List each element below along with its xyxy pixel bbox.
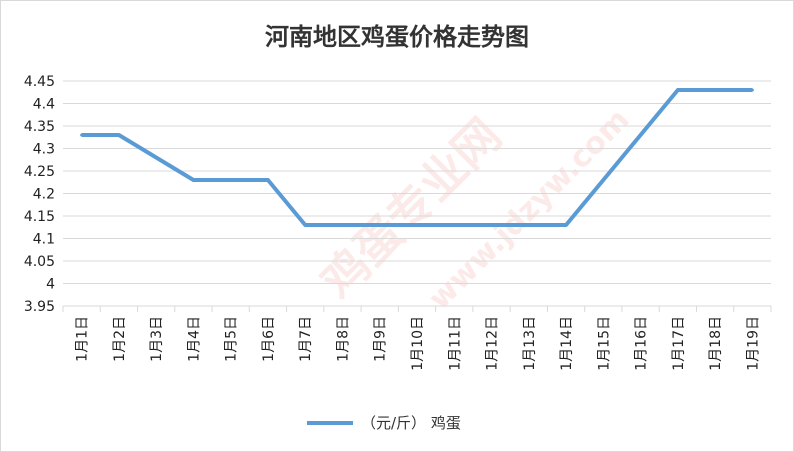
data-point xyxy=(527,223,531,227)
data-point xyxy=(340,223,344,227)
data-point xyxy=(601,178,605,182)
x-tick-label: 1月19日 xyxy=(745,316,761,371)
y-tick-label: 4.1 xyxy=(33,232,55,248)
x-tick-label: 1月17日 xyxy=(671,316,687,371)
data-point xyxy=(713,88,717,92)
x-tick-label: 1月16日 xyxy=(634,316,650,371)
x-tick-label: 1月11日 xyxy=(447,316,463,371)
data-point xyxy=(378,223,382,227)
y-tick-label: 4.2 xyxy=(33,187,55,203)
y-axis: 3.95 4 4.05 4.1 4.15 4.2 4.25 4.3 4.35 4.4 4.45 xyxy=(24,74,55,315)
data-point xyxy=(750,88,754,92)
x-tick-label: 1月15日 xyxy=(596,316,612,371)
watermark: 鸡蛋专业网 www.jdzyw.com xyxy=(311,102,637,316)
y-tick-label: 4.25 xyxy=(24,164,55,180)
data-point xyxy=(80,133,84,137)
x-tick-label: 1月14日 xyxy=(559,316,575,371)
data-point xyxy=(154,156,158,159)
y-tick-label: 4.15 xyxy=(24,209,55,225)
gridlines xyxy=(63,80,771,307)
data-point xyxy=(639,133,643,137)
x-tick-label: 1月12日 xyxy=(485,316,501,371)
y-tick-label: 4.3 xyxy=(33,142,55,158)
x-tick-label: 1月6日 xyxy=(261,316,277,362)
data-point xyxy=(415,223,419,227)
series-group xyxy=(80,88,754,227)
x-tick-label: 1月13日 xyxy=(522,316,538,371)
x-axis: 1月1日 1月2日 1月3日 1月4日 1月5日 1月6日 1月7日 1月8日 1月9日 1月10… xyxy=(62,306,772,371)
y-tick-label: 4.05 xyxy=(24,254,55,270)
x-tick-label: 1月18日 xyxy=(708,316,724,371)
x-tick-label: 1月8日 xyxy=(335,316,351,362)
y-tick-label: 3.95 xyxy=(24,299,55,315)
y-tick-label: 4.4 xyxy=(33,97,55,113)
legend-label: （元/斤） 鸡蛋 xyxy=(361,414,461,432)
y-tick-label: 4.35 xyxy=(24,119,55,135)
data-point xyxy=(191,178,195,182)
chart-title: 河南地区鸡蛋价格走势图 xyxy=(265,23,529,51)
x-tick-label: 1月4日 xyxy=(186,316,202,362)
data-point xyxy=(229,178,233,182)
legend[interactable]: （元/斤） 鸡蛋 xyxy=(307,414,461,432)
data-point xyxy=(117,133,121,137)
x-tick-label: 1月1日 xyxy=(75,316,91,362)
data-point xyxy=(676,88,680,92)
x-tick-label: 1月9日 xyxy=(373,316,389,362)
data-point xyxy=(266,178,270,182)
data-point xyxy=(490,223,494,227)
y-tick-label: 4.45 xyxy=(24,74,55,90)
data-point xyxy=(564,223,568,227)
x-tick-label: 1月10日 xyxy=(410,316,426,371)
x-tick-label: 1月7日 xyxy=(298,316,314,362)
data-point xyxy=(452,223,456,227)
data-point xyxy=(303,223,307,227)
x-tick-label: 1月3日 xyxy=(149,316,165,362)
y-tick-label: 4 xyxy=(46,277,55,293)
x-tick-label: 1月5日 xyxy=(224,316,240,362)
x-tick-label: 1月2日 xyxy=(112,316,128,362)
